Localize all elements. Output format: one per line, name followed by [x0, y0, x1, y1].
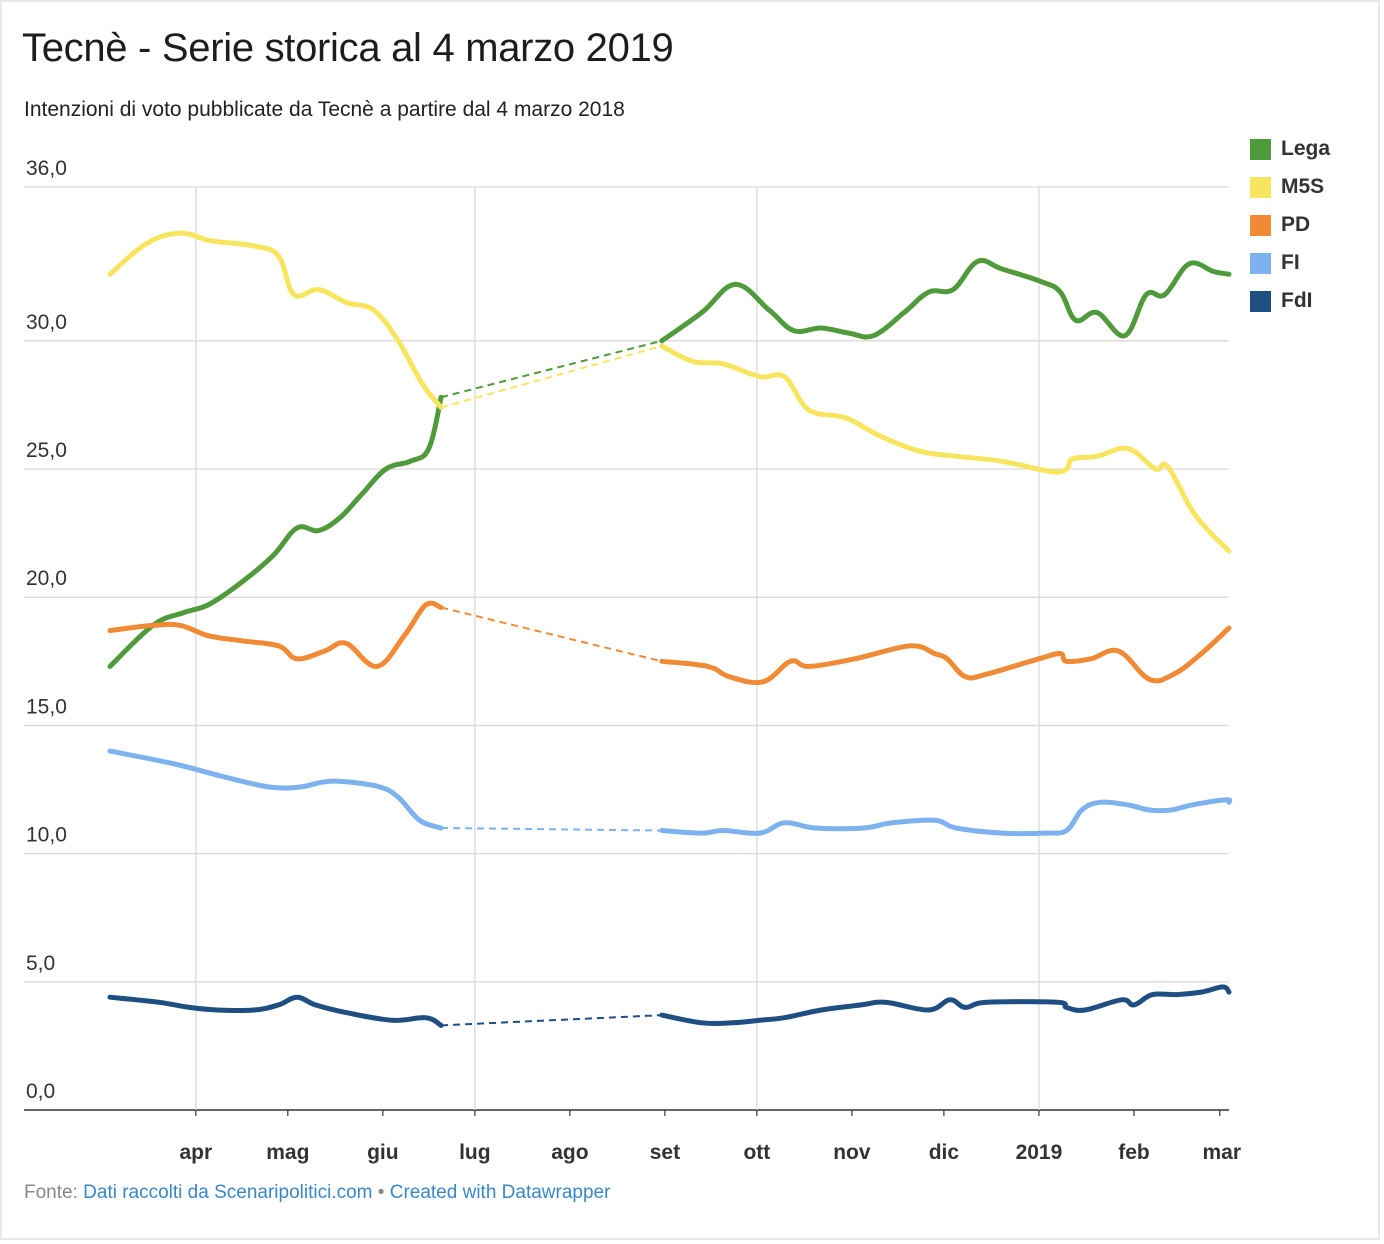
datawrapper-credit-link[interactable]: Created with Datawrapper — [389, 1182, 611, 1203]
x-tick-label: ott — [743, 1141, 770, 1164]
y-tick-label: 0,0 — [26, 1080, 55, 1103]
legend-label-lega: Lega — [1281, 137, 1331, 160]
x-tick-label: lug — [459, 1141, 491, 1164]
series-pd — [107, 600, 1232, 686]
legend-swatch-pd — [1250, 214, 1271, 236]
series-gap-fdi — [441, 1014, 662, 1027]
legend-swatch-lega — [1250, 138, 1271, 160]
legend-swatch-fi — [1250, 252, 1271, 274]
series-line-fi — [107, 748, 444, 831]
series-m5s — [107, 230, 1232, 554]
x-tick-label: apr — [179, 1141, 212, 1164]
x-tick-label: dic — [929, 1141, 960, 1164]
series-layer — [107, 230, 1233, 1028]
chart-title: Tecnè - Serie storica al 4 marzo 2019 — [22, 26, 674, 70]
footer: Fonte: Dati raccolti da Scenaripolitici.… — [24, 1182, 610, 1204]
x-tick-label: giu — [367, 1141, 399, 1164]
series-gap-m5s — [440, 344, 663, 409]
chart-subtitle: Intenzioni di voto pubblicate da Tecnè a… — [24, 98, 625, 121]
legend-item-pd: PD — [1250, 206, 1330, 244]
series-line-m5s — [107, 230, 444, 410]
series-gap-pd — [440, 606, 663, 663]
y-tick-label: 5,0 — [26, 952, 55, 975]
y-tick-label: 25,0 — [26, 439, 67, 462]
x-tick-label: nov — [833, 1141, 871, 1164]
x-tick-label: feb — [1118, 1141, 1150, 1164]
legend-swatch-m5s — [1250, 176, 1271, 198]
series-gap-lega — [440, 339, 663, 399]
legend-label-fi: FI — [1281, 251, 1300, 274]
legend-label-pd: PD — [1281, 213, 1311, 236]
y-tick-label: 15,0 — [26, 695, 67, 718]
legend: Lega M5S PD FI FdI — [1250, 130, 1330, 320]
legend-label-m5s: M5S — [1281, 175, 1325, 198]
legend-item-lega: Lega — [1250, 130, 1330, 168]
series-line-fdi — [107, 994, 444, 1028]
y-tick-label: 36,0 — [26, 157, 67, 180]
footer-separator: • — [377, 1182, 385, 1203]
legend-item-fdi: FdI — [1250, 282, 1330, 320]
grid-layer — [24, 186, 1229, 1111]
series-fi — [107, 748, 1233, 837]
series-line-lega — [107, 394, 444, 669]
series-line-pd — [659, 625, 1232, 686]
series-line-m5s — [659, 343, 1232, 554]
footer-source-prefix: Fonte: — [24, 1182, 78, 1203]
legend-item-m5s: M5S — [1250, 168, 1330, 206]
legend-item-fi: FI — [1250, 244, 1330, 282]
y-tick-label: 30,0 — [26, 311, 67, 334]
source-link[interactable]: Dati raccolti da Scenaripolitici.com — [83, 1182, 373, 1203]
x-tick-label: 2019 — [1016, 1141, 1063, 1164]
legend-label-fdi: FdI — [1281, 289, 1313, 312]
series-line-lega — [659, 258, 1232, 344]
series-line-fi — [659, 797, 1233, 837]
series-line-pd — [107, 600, 444, 669]
x-tick-label: mar — [1202, 1141, 1241, 1164]
series-lega — [107, 258, 1232, 669]
series-line-fdi — [659, 984, 1232, 1027]
x-tick-label: set — [650, 1141, 680, 1164]
series-fdi — [107, 984, 1232, 1028]
x-tick-label: ago — [551, 1141, 588, 1164]
legend-swatch-fdi — [1250, 290, 1271, 312]
x-tick-label: mag — [266, 1141, 309, 1164]
series-gap-fi — [441, 826, 662, 832]
y-tick-label: 20,0 — [26, 567, 67, 590]
axis-layer: 0,0 5,0 10,0 15,0 20,0 25,0 30,0 36,0 apr mag giu l… — [26, 157, 1241, 1164]
y-tick-label: 10,0 — [26, 824, 67, 847]
